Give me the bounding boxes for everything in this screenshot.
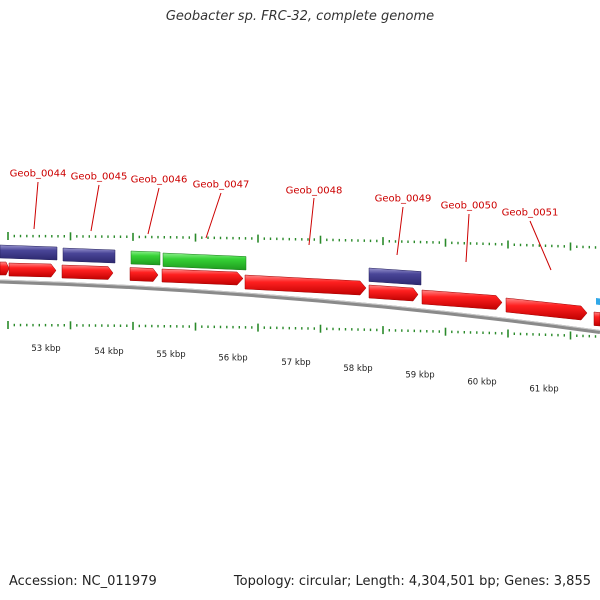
cds-feature[interactable] [244,274,367,296]
scale-label: 57 kbp [281,358,310,368]
edge-feature[interactable] [596,298,600,305]
gene-label-text[interactable]: Geob_0048 [286,186,343,197]
gene-label-text[interactable]: Geob_0047 [193,180,250,191]
gene-label-text[interactable]: Geob_0050 [441,201,498,212]
gene-label-text[interactable]: Geob_0044 [10,169,67,180]
scale-label: 59 kbp [405,371,434,381]
cds-feature[interactable] [421,289,503,310]
scale-label: 61 kbp [529,385,558,395]
cds-feature[interactable] [129,267,159,282]
gene-label-geob-0049: Geob_0049 [375,194,432,256]
genome-backbone [0,279,600,334]
gene-label-geob-0047: Geob_0047 [193,180,250,239]
scale-label: 55 kbp [156,350,185,360]
gene-label-geob-0048: Geob_0048 [286,186,343,246]
scale-label: 53 kbp [31,344,60,354]
gene-label-geob-0050: Geob_0050 [441,201,498,263]
gene-label-text[interactable]: Geob_0049 [375,194,432,205]
gene-label-geob-0051: Geob_0051 [502,208,559,271]
genome-backbone-highlight [0,279,600,331]
feature-track [0,244,600,327]
gene-feature[interactable] [162,252,247,271]
cds-feature[interactable] [368,284,419,302]
gene-feature[interactable] [0,244,58,261]
lower-scale-track [7,321,597,340]
gene-label-text[interactable]: Geob_0046 [131,175,188,186]
scale-label: 58 kbp [343,364,372,374]
scale-label: 60 kbp [467,378,496,388]
scale-label: 54 kbp [94,347,123,357]
gene-label-text[interactable]: Geob_0051 [502,208,559,219]
cds-feature[interactable] [161,268,244,286]
scale-labels: 53 kbp 54 kbp 55 kbp 56 kbp 57 kbp 58 kb… [31,344,558,395]
cds-feature[interactable] [61,264,114,280]
cds-feature[interactable] [593,311,600,327]
gene-label-geob-0044: Geob_0044 [10,169,67,230]
cds-feature[interactable] [0,261,10,276]
gene-feature[interactable] [368,267,422,286]
summary-text: Topology: circular; Length: 4,304,501 bp… [233,574,591,589]
gene-label-geob-0045: Geob_0045 [71,172,128,232]
gene-feature[interactable] [62,247,116,264]
gene-label-geob-0046: Geob_0046 [131,175,188,235]
accession-text: Accession: NC_011979 [9,574,157,589]
cds-feature[interactable] [8,262,57,278]
upper-tick-track [7,232,597,251]
scale-label: 56 kbp [218,354,247,364]
gene-label-text[interactable]: Geob_0045 [71,172,128,183]
cds-feature[interactable] [505,297,588,321]
page-title: Geobacter sp. FRC-32, complete genome [165,9,435,24]
gene-feature[interactable] [130,250,161,266]
